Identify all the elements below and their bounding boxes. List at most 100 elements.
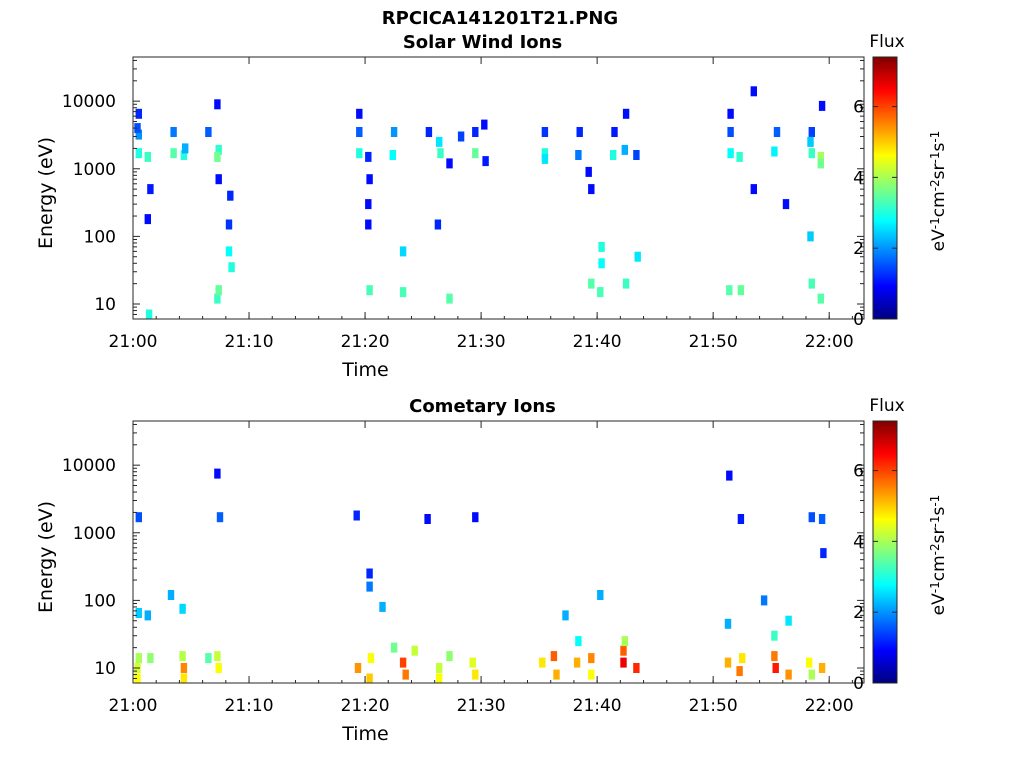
- data-cell: [390, 642, 398, 653]
- y-tick-label: 10: [94, 295, 116, 315]
- data-cell: [227, 190, 234, 201]
- data-cell: [366, 581, 373, 592]
- data-cell: [621, 636, 628, 647]
- data-cell: [598, 241, 605, 252]
- data-cell: [216, 512, 224, 523]
- data-cell: [214, 151, 221, 162]
- data-cell: [354, 663, 362, 673]
- data-cell: [807, 136, 814, 147]
- colorbar-label-unit: cm: [929, 555, 949, 581]
- colorbar-label: eV-1cm-2sr-1s-1: [928, 131, 949, 252]
- data-cell: [541, 153, 549, 164]
- x-tick-label: 21:00: [109, 696, 158, 716]
- figure-title: RPCICA141201T21.PNG: [382, 8, 618, 29]
- data-cell: [633, 150, 640, 160]
- data-cell: [620, 657, 627, 668]
- data-cell: [457, 131, 465, 142]
- data-cell: [820, 548, 827, 559]
- data-cell: [167, 590, 175, 600]
- data-cell: [633, 663, 640, 673]
- data-cell: [356, 108, 363, 119]
- data-cell: [144, 151, 151, 162]
- y-tick-label: 10: [94, 659, 116, 679]
- data-cell: [214, 99, 221, 110]
- data-cell: [437, 148, 444, 159]
- data-cell: [773, 127, 781, 137]
- data-cell: [356, 148, 363, 159]
- x-tick-label: 21:10: [225, 332, 274, 352]
- data-cell: [390, 127, 398, 137]
- data-cell: [481, 119, 488, 130]
- data-cell: [214, 293, 221, 304]
- data-cell: [541, 127, 549, 137]
- data-cell: [541, 148, 549, 159]
- data-cell: [402, 669, 409, 680]
- data-cell: [446, 293, 453, 304]
- data-cell: [215, 285, 222, 296]
- data-cell: [399, 287, 407, 298]
- data-cell: [597, 590, 604, 600]
- colorbar-label-exponent: -1: [928, 131, 942, 143]
- x-tick-label: 21:10: [225, 696, 274, 716]
- x-tick-label: 21:30: [457, 696, 506, 716]
- data-cell: [180, 150, 188, 160]
- data-cell: [785, 615, 792, 626]
- data-cell: [472, 512, 479, 523]
- data-cell: [808, 669, 815, 680]
- y-tick-label: 100: [84, 227, 116, 247]
- colorbar-tick-label: 6: [853, 462, 864, 482]
- data-cell: [771, 651, 778, 662]
- data-cell: [818, 100, 826, 111]
- data-cell: [135, 512, 142, 523]
- colorbar-label-unit: s: [929, 507, 949, 516]
- x-tick-label: 21:50: [689, 696, 738, 716]
- x-tick-label: 21:20: [341, 696, 390, 716]
- data-cell: [147, 184, 154, 195]
- data-cell: [424, 514, 431, 524]
- colorbar-label-unit: eV: [929, 593, 949, 615]
- data-cell: [145, 309, 153, 320]
- colorbar-label-exponent: -1: [928, 581, 942, 593]
- data-cell: [365, 151, 372, 162]
- colorbar-label-exponent: -1: [928, 516, 942, 528]
- data-cell: [436, 136, 443, 147]
- colorbar: [872, 56, 898, 320]
- x-tick-label: 21:20: [341, 332, 390, 352]
- data-cell: [588, 184, 595, 195]
- colorbar-tick-label: 0: [853, 674, 864, 694]
- data-cell: [736, 151, 743, 162]
- plot-frame: [132, 420, 865, 684]
- colorbar-title: Flux: [869, 396, 904, 416]
- data-cell: [620, 645, 627, 656]
- data-cell: [817, 293, 824, 304]
- data-cell: [598, 258, 605, 269]
- data-cell: [225, 246, 233, 257]
- data-cell: [134, 123, 141, 134]
- colorbar-title: Flux: [869, 32, 904, 52]
- data-cell: [135, 129, 142, 140]
- data-cell: [597, 287, 604, 298]
- plot-area: [133, 421, 864, 683]
- data-cell: [739, 653, 746, 664]
- data-cell: [727, 108, 734, 119]
- data-cell: [135, 653, 142, 664]
- y-axis-label: Energy (eV): [35, 137, 57, 249]
- data-cell: [215, 144, 222, 155]
- data-cell: [610, 150, 617, 160]
- data-cell: [562, 610, 569, 621]
- data-cell: [170, 148, 177, 159]
- data-cell: [588, 278, 595, 289]
- data-cell: [399, 246, 407, 257]
- plot-area: [133, 57, 864, 319]
- plot-frame: [132, 56, 865, 320]
- data-cell: [727, 148, 734, 159]
- solar-wind-ions-panel: Solar Wind Ions 21:00 21:10 21:20 21:30 21:40…: [35, 32, 949, 381]
- data-cell: [750, 184, 757, 195]
- panel-title: Cometary Ions: [409, 396, 556, 417]
- data-cell: [634, 251, 641, 262]
- colorbar-tick-label: 2: [853, 603, 864, 623]
- data-cell: [588, 653, 595, 664]
- data-cell: [214, 651, 221, 662]
- data-cell: [808, 148, 815, 159]
- colorbar-tick-label: 2: [853, 239, 864, 259]
